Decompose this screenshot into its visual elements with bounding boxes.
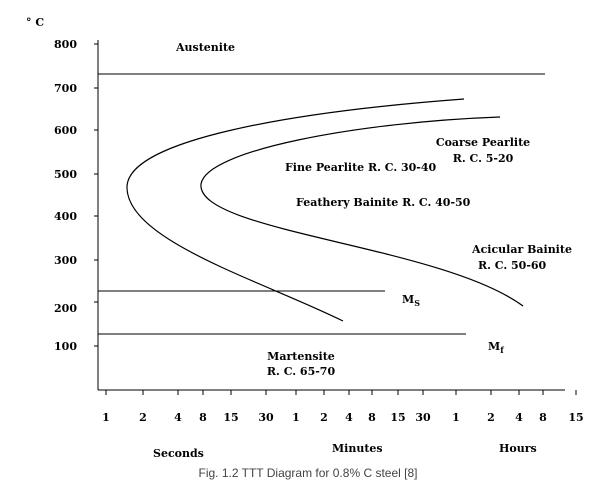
zone-coarse-pearlite: Coarse Pearlite R. C. 5-20 bbox=[430, 136, 536, 165]
x-group-hours: Hours bbox=[499, 442, 537, 455]
transformation-start-curve bbox=[126, 98, 465, 322]
x-tick-label: 15 bbox=[390, 411, 406, 424]
y-tick-label: 200 bbox=[54, 302, 77, 315]
zone-martensite-hardness: R. C. 65-70 bbox=[266, 365, 336, 378]
x-tick-label: 15 bbox=[223, 411, 239, 424]
zone-coarse-pearlite-name: Coarse Pearlite bbox=[435, 136, 531, 149]
y-tick-label: 400 bbox=[54, 210, 77, 223]
y-tick-label: 300 bbox=[54, 254, 77, 267]
transformation-finish-curve bbox=[200, 116, 524, 307]
ms-label: MS bbox=[402, 293, 420, 308]
zone-coarse-pearlite-hardness: R. C. 5-20 bbox=[452, 152, 514, 165]
x-tick-label: 8 bbox=[539, 411, 547, 424]
ms-label-sub: S bbox=[414, 298, 420, 308]
mf-label-sub: f bbox=[500, 345, 504, 355]
zone-austenite: Austenite bbox=[176, 41, 236, 54]
mf-label-main: M bbox=[488, 340, 501, 353]
y-tick-marks bbox=[94, 43, 98, 347]
x-tick-label: 8 bbox=[199, 411, 207, 424]
x-tick-label: 4 bbox=[174, 411, 182, 424]
x-tick-marks bbox=[105, 390, 577, 395]
figure-caption: Fig. 1.2 TTT Diagram for 0.8% C steel [8… bbox=[198, 466, 418, 480]
y-tick-label: 700 bbox=[54, 82, 77, 95]
zone-acicular-bainite-hardness: R. C. 50-60 bbox=[478, 259, 547, 272]
y-tick-label: 800 bbox=[54, 38, 77, 51]
x-tick-label: 8 bbox=[368, 411, 376, 424]
ms-label-main: M bbox=[402, 293, 415, 306]
y-tick-label: 500 bbox=[54, 168, 77, 181]
x-group-minutes: Minutes bbox=[332, 442, 383, 455]
zone-martensite-name: Martensite bbox=[267, 350, 335, 363]
zone-fine-pearlite: Fine Pearlite R. C. 30-40 bbox=[285, 161, 437, 174]
x-tick-label: 15 bbox=[568, 411, 584, 424]
x-tick-label: 2 bbox=[320, 411, 328, 424]
x-tick-label: 30 bbox=[258, 411, 274, 424]
x-tick-label: 1 bbox=[292, 411, 300, 424]
y-tick-label: 100 bbox=[54, 340, 77, 353]
mf-label: Mf bbox=[488, 340, 504, 355]
y-axis-unit: ° C bbox=[26, 16, 45, 29]
x-tick-label: 2 bbox=[139, 411, 147, 424]
zone-feathery-bainite: Feathery Bainite R. C. 40-50 bbox=[296, 196, 471, 209]
x-tick-label: 2 bbox=[487, 411, 495, 424]
x-tick-label: 4 bbox=[345, 411, 353, 424]
x-tick-label: 4 bbox=[515, 411, 523, 424]
zone-acicular-bainite-name: Acicular Bainite bbox=[472, 243, 572, 256]
x-tick-label: 1 bbox=[102, 411, 110, 424]
x-tick-label: 1 bbox=[452, 411, 460, 424]
x-tick-label: 30 bbox=[415, 411, 431, 424]
y-tick-label: 600 bbox=[54, 124, 77, 137]
zone-acicular-bainite: Acicular Bainite R. C. 50-60 bbox=[468, 243, 576, 272]
x-group-seconds: Seconds bbox=[153, 447, 204, 460]
zone-martensite: Martensite R. C. 65-70 bbox=[266, 350, 336, 378]
